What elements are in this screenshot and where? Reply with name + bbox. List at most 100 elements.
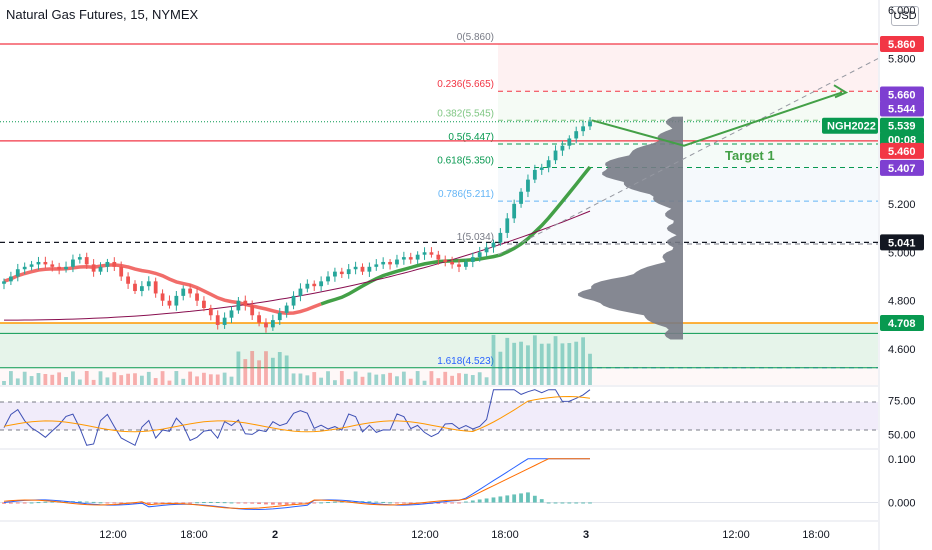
volume-profile [577,116,683,340]
candle-body [119,266,124,277]
candle-body [298,288,303,296]
candle-body [270,320,275,328]
symbol-title: Natural Gas Futures, 15, NYMEX [6,7,199,22]
macd-histogram-bar [464,501,468,503]
macd-histogram-bar [105,502,110,504]
macd-histogram-bar [436,502,441,504]
macd-histogram-bar [174,502,179,504]
volume-bar [353,371,358,385]
macd-histogram-bar [8,502,13,504]
volume-bar [174,371,179,385]
volume-bar [222,372,227,385]
currency-badge[interactable]: USD [891,6,919,26]
candle-body [574,131,579,139]
macd-signal-line [3,458,590,510]
macd-histogram-bar [477,499,482,503]
macd-histogram-bar [581,502,586,504]
candle-body [395,259,399,265]
candle-body [450,261,455,265]
macd-histogram-bar [181,502,186,504]
rsi-line [3,389,591,447]
macd-histogram-bar [112,502,117,504]
axes: 6.0005.8005.2005.0004.8004.6005.8605.660… [99,5,924,541]
price-badge-res: 5.460 [880,142,924,159]
last-price-tag: NGH2022 [827,121,876,133]
macd-histogram-bar [29,502,34,504]
volume-bar [84,371,89,385]
price-badge-text: 5.041 [888,237,916,249]
candle-body [457,264,461,267]
price-badge-support: 4.708 [880,315,924,331]
candle-body [333,271,337,277]
price-badge-fib0: 5.860 [880,36,924,52]
candle-body [512,203,517,219]
volume-bar [146,371,151,385]
volume-bar [36,373,41,385]
candle-body [133,283,137,292]
macd-histogram-bar [36,502,41,504]
macd-histogram-bar [298,502,303,505]
price-badge-bg [880,315,924,331]
macd-histogram-bar [512,494,517,503]
price-badge-text: 5.460 [888,146,916,158]
candle-body [588,121,592,127]
volume-bar [112,372,117,385]
macd-histogram-bar [422,502,427,504]
macd-histogram-bar [443,502,448,504]
candle-body [146,281,151,287]
candle-body [477,252,482,258]
candle-body [236,300,241,311]
candle-body [71,259,75,267]
volume-bar [160,371,165,385]
candle-body [408,257,413,260]
candle-body [243,300,248,306]
candle-body [284,305,289,313]
volume-bar [588,353,592,385]
price-badge-target: 5.660 [880,86,924,103]
macd-histogram-bar [270,502,275,505]
volume-bar [50,374,55,385]
time-tick-label: 3 [583,529,589,541]
candle-body [112,261,117,267]
volume-bar [250,351,255,385]
price-badge-text: 4.708 [888,318,916,330]
volume-bar [236,351,241,385]
candle-body [22,266,27,270]
volume-bar [139,375,144,385]
macd-histogram-bar [339,501,344,503]
candle-body [464,261,468,267]
candle-body [43,261,48,265]
volume-bar [491,334,496,385]
macd-histogram-bar [153,502,158,505]
volume-bar [408,378,413,385]
candle-body [353,266,358,270]
fib-level-label: 0.786(5.211) [438,189,494,200]
time-tick-label: 12:00 [99,529,127,541]
macd-histogram-bar [491,497,496,503]
macd-histogram-bar [133,502,137,504]
rsi-tick-label: 75.00 [888,396,916,408]
volume-bar [71,371,75,385]
candle-body [98,266,103,272]
candle-body [305,283,310,289]
candle-body [36,261,41,265]
volume-bar [312,372,317,385]
volume-bar [105,377,110,385]
candle-body [202,300,206,308]
macd-histogram-bar [215,502,220,504]
volume-bar [429,371,434,385]
volume-bar [305,375,310,385]
macd-histogram-bar [519,493,523,503]
macd-histogram-bar [222,502,227,504]
volume-bar [367,372,372,385]
price-badge-bg [880,159,924,176]
volume-bar [581,337,586,385]
macd-histogram-bar [202,502,206,504]
volume-bar [29,376,34,385]
price-badge-v2: 5.544 [880,100,924,117]
candle-body [553,150,558,161]
volume-bar [519,341,523,385]
fib-level-label: 1.618(4.523) [437,356,494,367]
candle-body [77,257,82,260]
